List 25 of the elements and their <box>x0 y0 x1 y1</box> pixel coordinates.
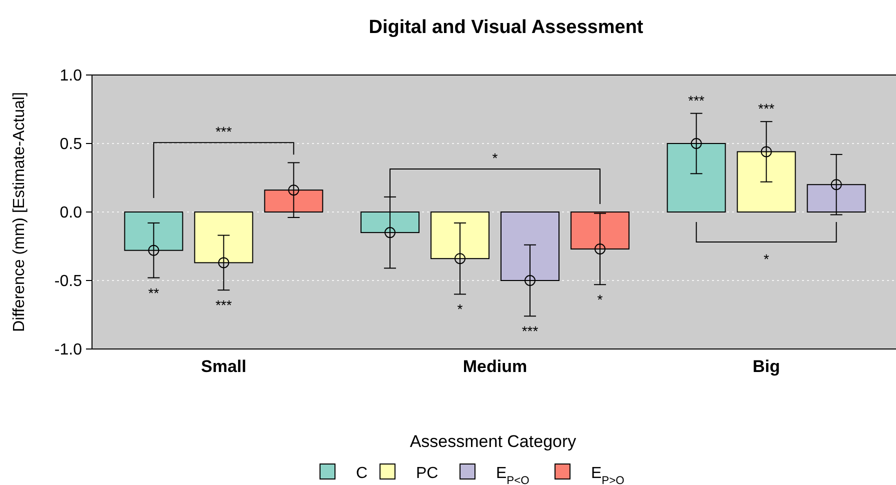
y-tick-label: -0.5 <box>54 273 82 290</box>
annotation: * <box>492 150 498 166</box>
annotation: * <box>764 251 770 267</box>
data-label: * <box>597 292 604 308</box>
data-label: *** <box>522 323 539 340</box>
chart-title: Digital and Visual Assessment <box>368 17 644 38</box>
y-tick-label: -1.0 <box>54 342 82 359</box>
legend-title: Assessment Category <box>410 432 577 451</box>
x-tick-label: Small <box>200 357 246 376</box>
x-tick-label: Big <box>752 357 780 376</box>
data-label: * <box>457 301 464 318</box>
legend-label: C <box>356 465 368 482</box>
legend-label: PC <box>416 465 438 482</box>
y-axis-title: Difference (mm) [Estimate-Actual] <box>11 92 28 332</box>
data-label: *** <box>215 297 232 314</box>
legend-label: E$_{P>O}$ <box>591 465 625 485</box>
legend-label: E$_{P<O}$ <box>496 465 530 485</box>
data-label: *** <box>688 92 706 108</box>
annotation: *** <box>215 124 232 140</box>
y-tick-label: 1.0 <box>60 68 82 85</box>
x-tick-label: Medium <box>462 357 528 376</box>
data-label: *** <box>758 100 776 117</box>
y-tick-label: 0.0 <box>60 204 82 222</box>
data-label: ** <box>148 284 160 301</box>
y-tick-label: 0.5 <box>60 136 82 154</box>
